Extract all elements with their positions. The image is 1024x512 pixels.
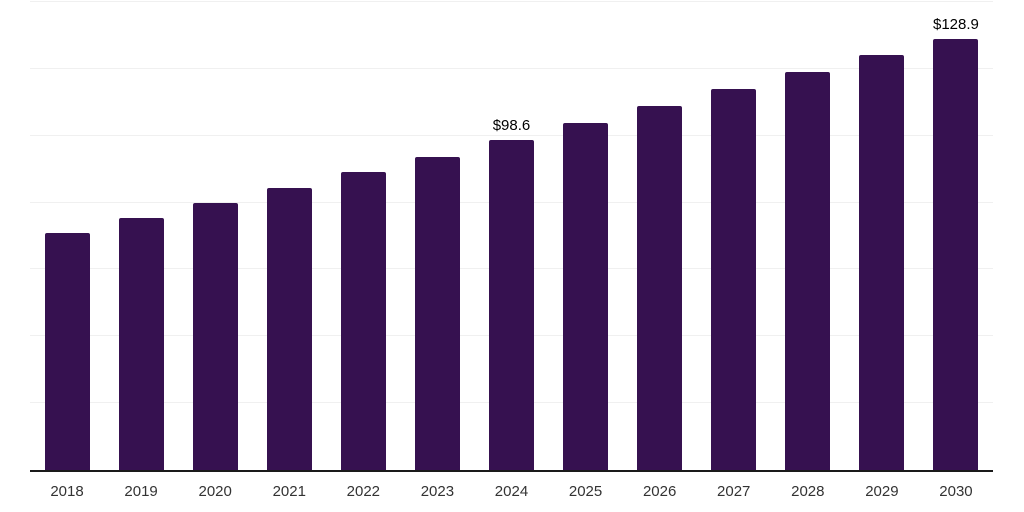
- bar-2027: [711, 88, 757, 470]
- bar-2028: [785, 71, 831, 470]
- x-tick-label-2019: 2019: [124, 483, 158, 500]
- x-axis-line: [30, 470, 993, 472]
- bar-2019: [118, 218, 164, 470]
- x-tick-label-2020: 2020: [198, 483, 232, 500]
- x-tick-label-2029: 2029: [865, 483, 899, 500]
- bar-2020: [192, 202, 238, 470]
- gridline-100: [30, 134, 993, 136]
- gridline-120: [30, 67, 993, 69]
- x-tick-label-2018: 2018: [50, 483, 84, 500]
- value-label-2024: $98.6: [492, 117, 531, 135]
- value-label-2030: $128.9: [933, 16, 979, 34]
- bar-2024: [489, 140, 534, 470]
- x-tick-label-2026: 2026: [642, 483, 677, 500]
- x-tick-label-2021: 2021: [272, 483, 306, 500]
- bar-2018: [44, 232, 90, 470]
- x-tick-label-2024: 2024: [494, 483, 529, 500]
- x-axis-labels: 2018 2019 2020 2021 2022 2023 2024 2025 2026 2027…: [30, 481, 993, 503]
- bar-2025: [563, 123, 609, 470]
- x-tick-label-2028: 2028: [791, 483, 825, 500]
- x-tick-label-2027: 2027: [717, 483, 751, 500]
- bar-2030: [933, 39, 979, 470]
- x-tick-label-2022: 2022: [346, 483, 381, 500]
- plot-area: $98.6 $128.9: [30, 1, 993, 472]
- bar-2022: [340, 171, 386, 470]
- x-tick-label-2023: 2023: [420, 483, 455, 500]
- gridline-140: [30, 1, 993, 2]
- bar-2029: [859, 54, 905, 470]
- x-tick-label-2030: 2030: [939, 483, 973, 500]
- x-tick-label-2025: 2025: [568, 483, 603, 500]
- bar-2021: [266, 188, 312, 470]
- bar-2023: [414, 156, 460, 470]
- bar-2026: [637, 105, 683, 470]
